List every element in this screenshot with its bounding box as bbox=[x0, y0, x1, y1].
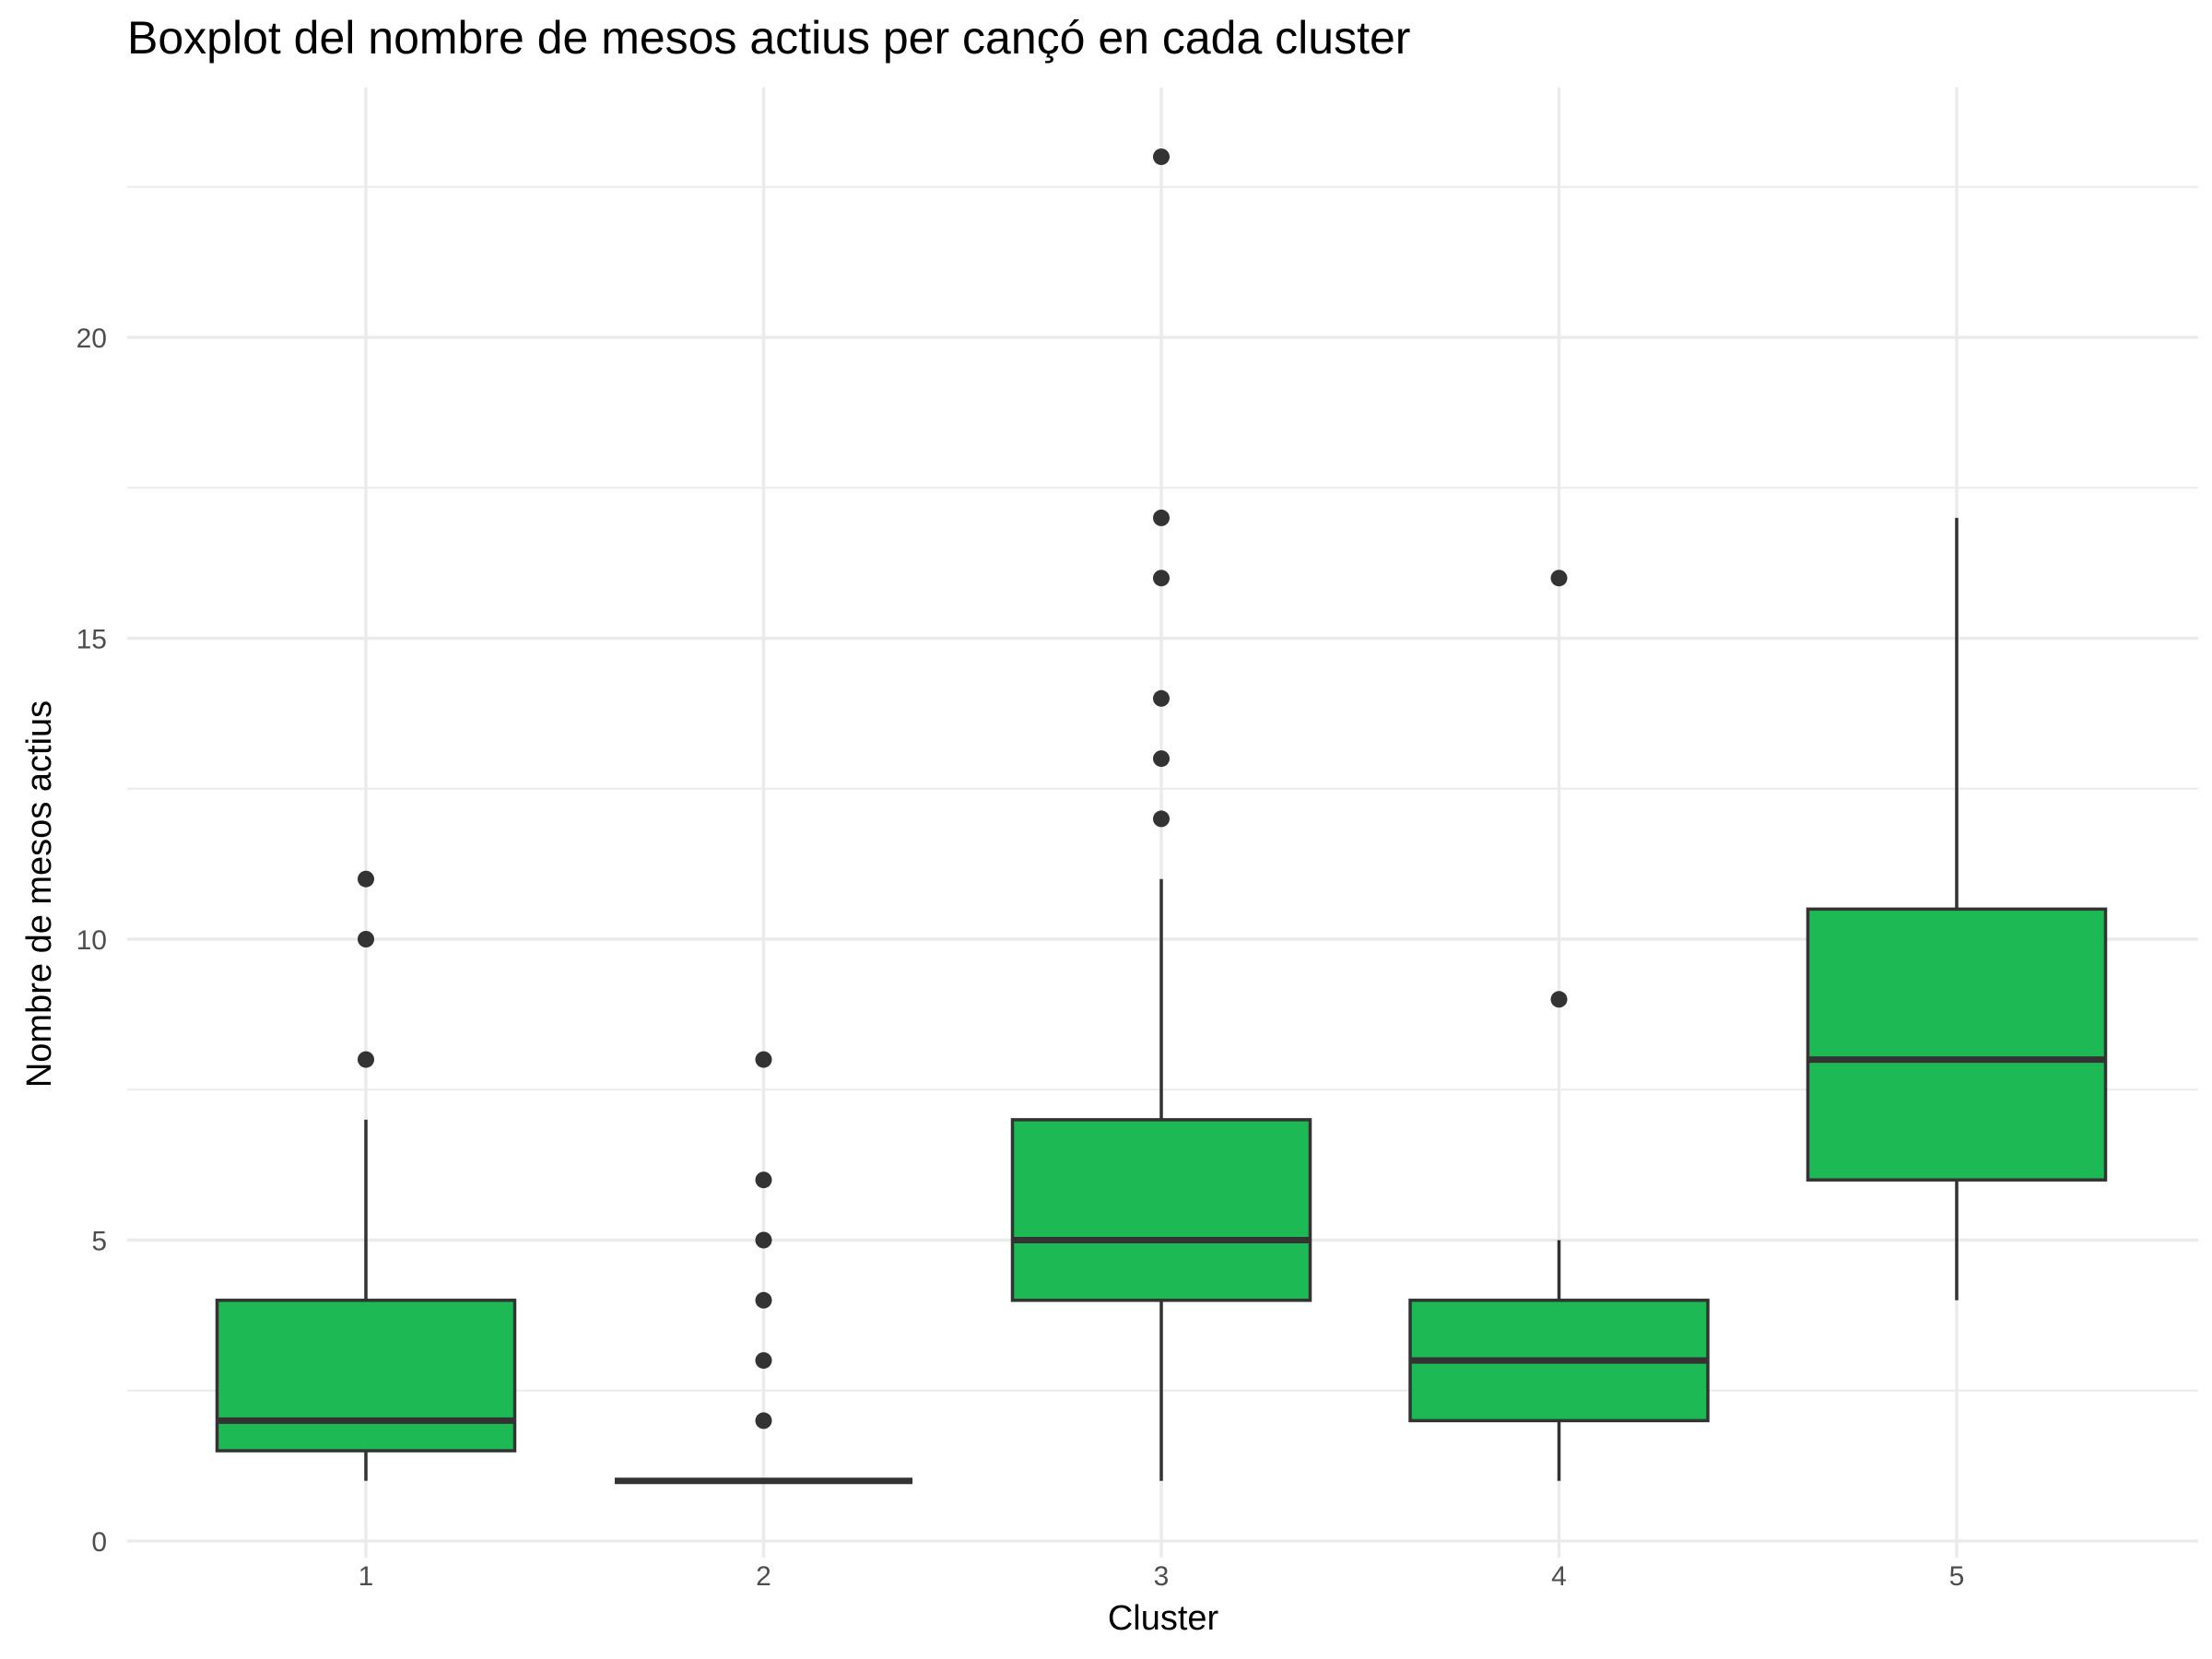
tick-layer: 0 5 10 15 20 1 2 3 4 5 bbox=[76, 324, 1965, 1592]
box-cluster-3 bbox=[1010, 148, 1312, 1481]
chart-title: Boxplot del nombre de mesos actius per c… bbox=[127, 12, 1410, 64]
outlier-point bbox=[358, 870, 374, 888]
y-tick-label: 0 bbox=[91, 1527, 107, 1558]
outlier-point bbox=[755, 1352, 772, 1370]
outlier-point bbox=[358, 1051, 374, 1068]
x-tick-label: 4 bbox=[1551, 1561, 1567, 1592]
outlier-point bbox=[755, 1051, 772, 1068]
box-layer bbox=[215, 148, 2108, 1485]
outlier-point bbox=[1153, 148, 1170, 166]
x-tick-label: 3 bbox=[1154, 1561, 1170, 1592]
outlier-point bbox=[1153, 689, 1170, 707]
x-tick-label: 1 bbox=[359, 1561, 374, 1592]
box-cluster-2 bbox=[615, 1051, 912, 1485]
outlier-point bbox=[1153, 810, 1170, 828]
y-tick-label: 10 bbox=[76, 925, 107, 956]
y-tick-label: 5 bbox=[91, 1227, 107, 1257]
outlier-point bbox=[1550, 991, 1568, 1008]
x-axis-title: Cluster bbox=[1108, 1599, 1219, 1638]
iqr-box bbox=[1010, 1118, 1312, 1302]
x-tick-label: 2 bbox=[756, 1561, 771, 1592]
y-axis-title: Nombre de mesos actius bbox=[20, 700, 59, 1088]
outlier-point bbox=[755, 1412, 772, 1430]
box-cluster-1 bbox=[215, 870, 517, 1481]
y-tick-label: 20 bbox=[76, 324, 107, 354]
iqr-box bbox=[1806, 907, 2108, 1182]
outlier-point bbox=[1153, 570, 1170, 587]
box-cluster-5 bbox=[1806, 517, 2108, 1300]
outlier-point bbox=[1550, 570, 1568, 587]
x-tick-label: 5 bbox=[1949, 1561, 1965, 1592]
iqr-box bbox=[215, 1299, 517, 1453]
outlier-point bbox=[1153, 750, 1170, 768]
outlier-point bbox=[755, 1171, 772, 1189]
outlier-point bbox=[358, 931, 374, 947]
outlier-point bbox=[755, 1291, 772, 1309]
y-tick-label: 15 bbox=[76, 625, 107, 655]
outlier-point bbox=[755, 1231, 772, 1249]
box-cluster-4 bbox=[1408, 570, 1710, 1481]
outlier-point bbox=[1153, 509, 1170, 526]
